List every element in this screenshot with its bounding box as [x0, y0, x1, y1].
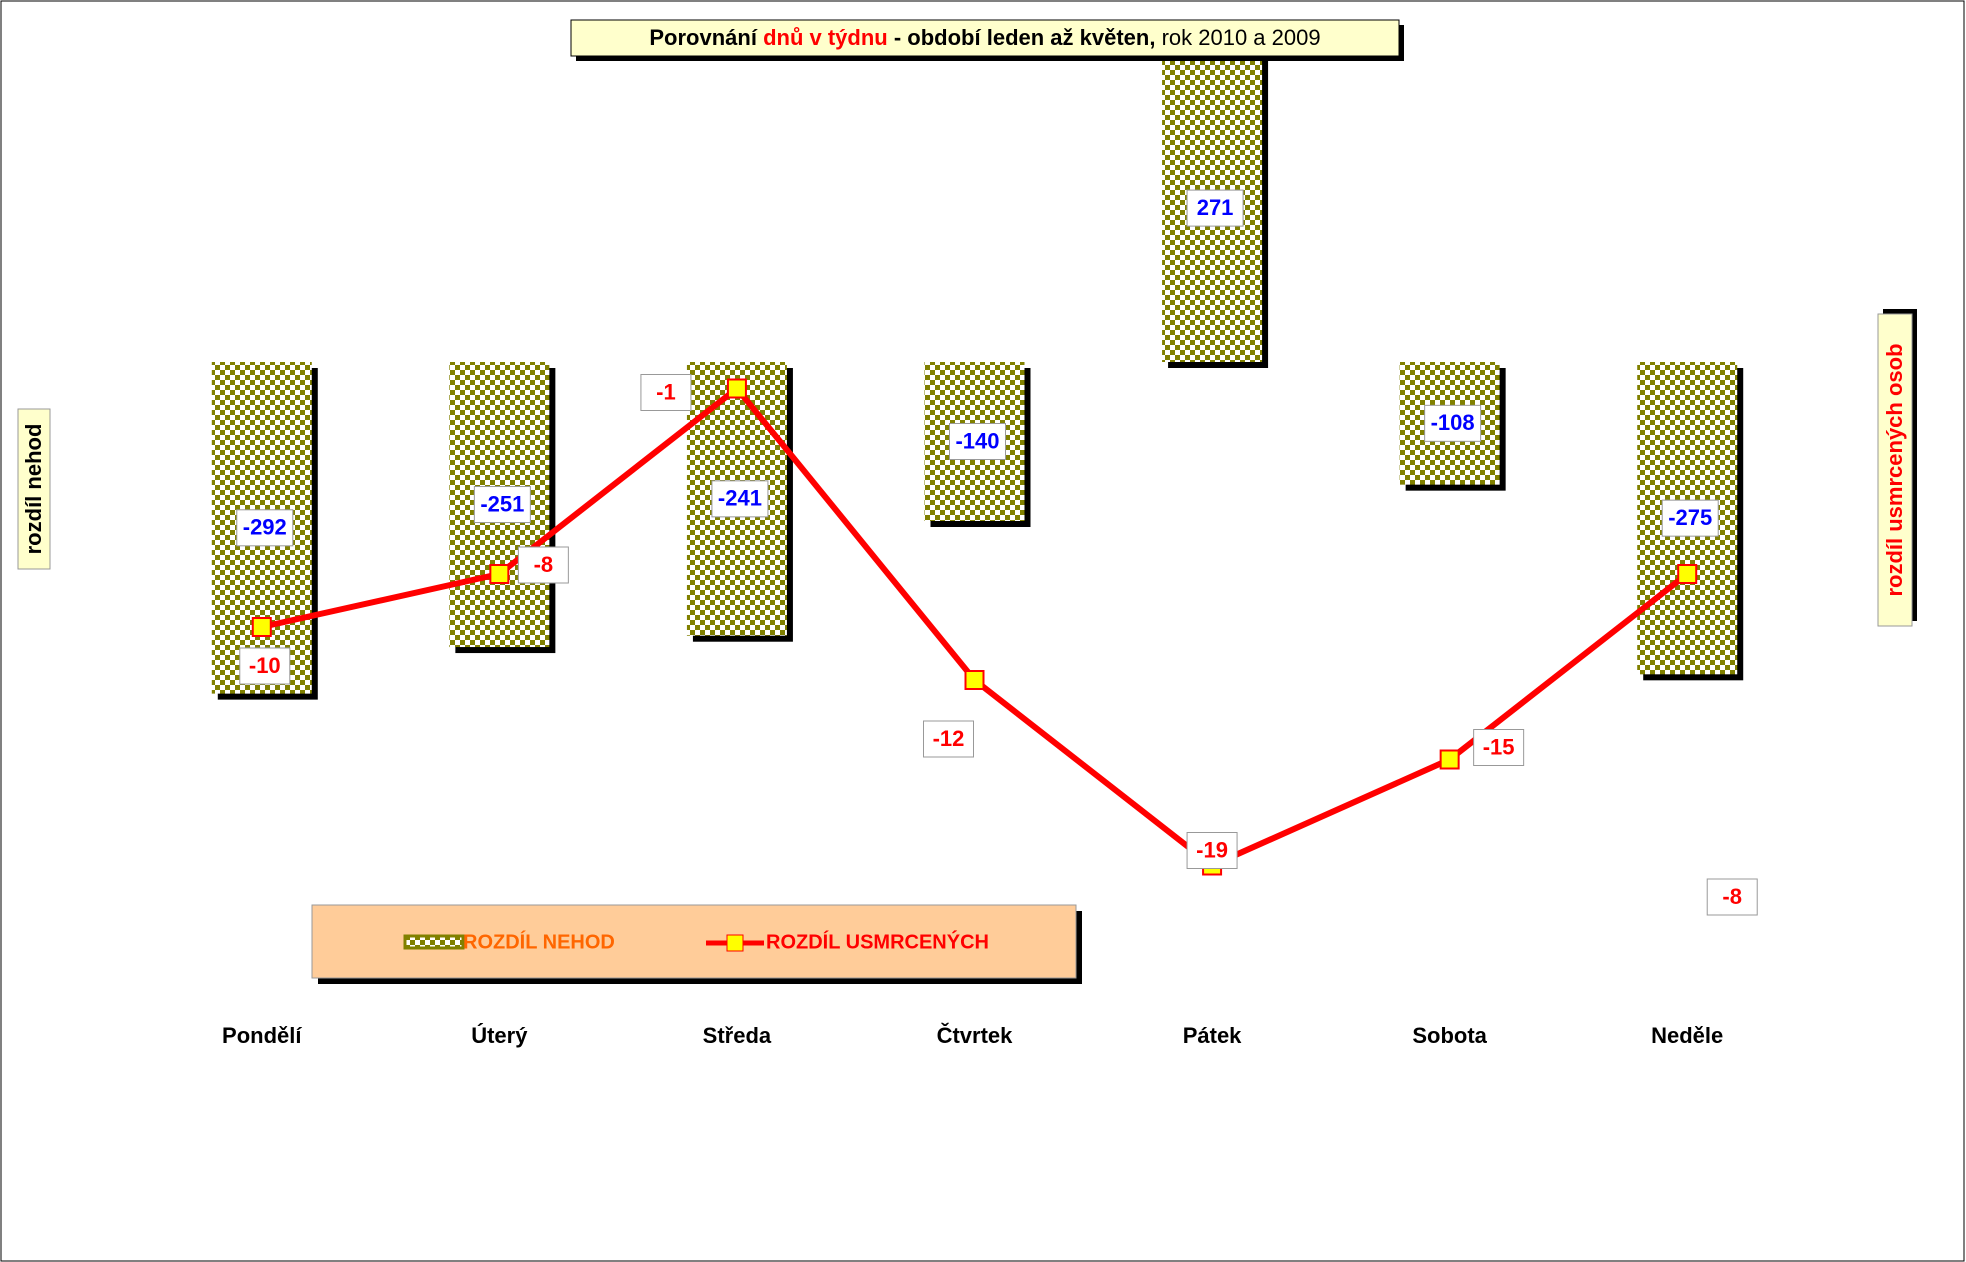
label-box	[1706, 878, 1758, 916]
label-box	[236, 509, 294, 547]
bar-value-label: 271	[1197, 195, 1234, 220]
label-box	[711, 480, 769, 518]
title-part: - období leden až květen,	[894, 25, 1156, 50]
marker	[1439, 749, 1460, 770]
marker	[964, 670, 985, 690]
y-axis-title: rozdíl nehod	[17, 408, 51, 570]
marker	[1677, 564, 1698, 584]
line-value-label: -8	[1722, 884, 1742, 909]
x-tick-label: Středa	[703, 1023, 772, 1048]
y2-axis-title: rozdíl usmrcených osob	[1877, 309, 1917, 627]
title-part: Porovnání	[649, 25, 757, 50]
x-tick-label: Čtvrtek	[937, 1023, 1014, 1048]
label-box	[1661, 499, 1719, 537]
label-box	[640, 374, 692, 411]
bar-value-label: -251	[480, 491, 524, 516]
line-value-label: -10	[249, 653, 281, 678]
label-box	[1473, 729, 1525, 766]
legend: ROZDÍL NEHOD ROZDÍL USMRCENÝCH	[311, 904, 1082, 984]
line-value-label: -8	[534, 552, 554, 577]
y2-axis-label: rozdíl usmrcených osob	[1882, 343, 1907, 596]
label-box	[949, 423, 1006, 460]
label-box	[1186, 189, 1244, 227]
x-tick-label: Úterý	[471, 1023, 528, 1048]
legend-marker	[726, 934, 744, 952]
line-value-label: -19	[1196, 837, 1228, 862]
bar-value-label: -275	[1668, 505, 1712, 530]
bar-value-label: -108	[1431, 410, 1475, 435]
chart-title: Porovnání dnů v týdnu - období leden až …	[649, 25, 1320, 50]
line-value-label: -1	[656, 379, 676, 404]
title-box: Porovnání dnů v týdnu - období leden až …	[570, 19, 1404, 61]
legend-label: ROZDÍL USMRCENÝCH	[766, 929, 989, 953]
label-box	[1186, 832, 1238, 869]
y-axis-label: rozdíl nehod	[21, 424, 46, 555]
x-tick-label: Sobota	[1412, 1023, 1487, 1048]
title-part: rok 2010 a 2009	[1162, 25, 1321, 50]
label-box	[473, 486, 531, 524]
bar-value-label: -241	[718, 486, 762, 511]
line-value-label: -12	[933, 726, 965, 751]
label-box	[1424, 404, 1482, 442]
line-value-label: -15	[1483, 734, 1515, 759]
legend-label: ROZDÍL NEHOD	[463, 930, 615, 953]
label-box	[517, 546, 569, 584]
title-part: dnů v týdnu	[763, 25, 888, 50]
x-tick-label: Neděle	[1651, 1023, 1723, 1048]
labels: -292 -251 -241 -140 271 -108 -275 -10 -8 -1 -12 -19…	[222, 189, 1758, 1048]
marker	[489, 564, 510, 584]
marker	[726, 378, 747, 399]
bar-value-label: -140	[955, 428, 999, 453]
label-box	[923, 720, 974, 758]
bar-value-label: -292	[243, 515, 287, 540]
x-tick-label: Pondělí	[222, 1023, 302, 1048]
marker	[251, 617, 272, 637]
label-box	[239, 647, 291, 685]
legend-swatch	[403, 934, 465, 950]
x-tick-label: Pátek	[1183, 1023, 1242, 1048]
